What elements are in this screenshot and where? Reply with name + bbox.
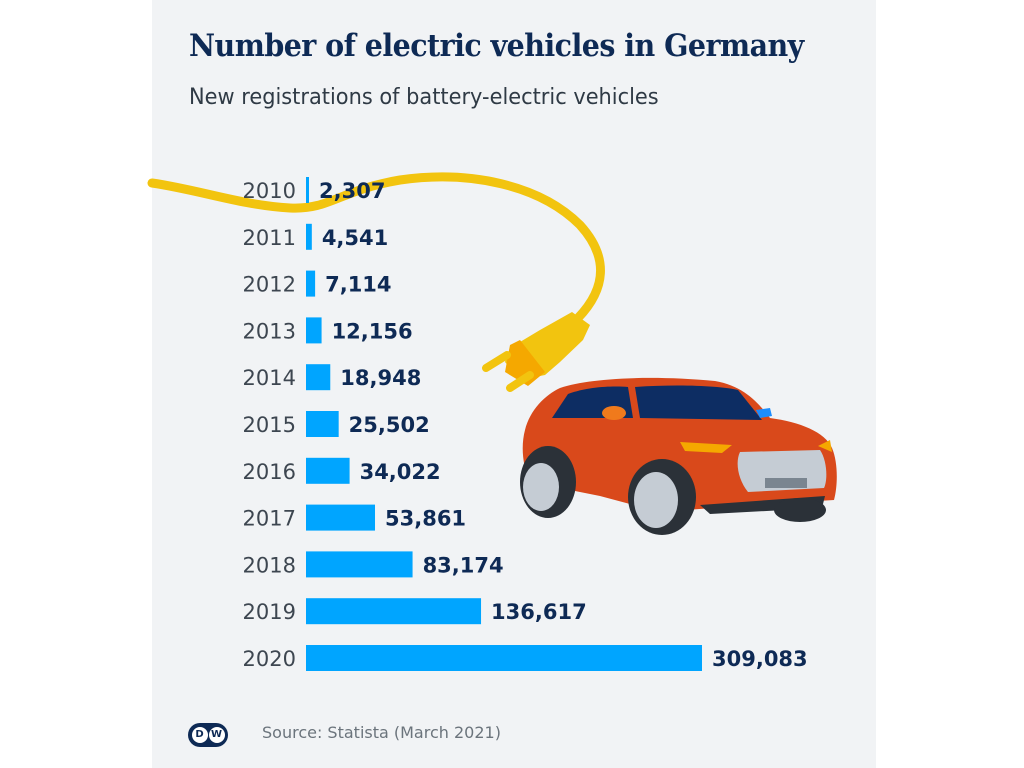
rear-wheel	[523, 463, 559, 511]
value-label: 2,307	[319, 179, 385, 203]
year-label: 2011	[243, 226, 296, 250]
value-label: 25,502	[349, 413, 430, 437]
headlight-right	[818, 440, 832, 452]
bar-2011	[306, 223, 312, 250]
bar-2015	[306, 411, 339, 437]
bar-2020	[306, 645, 702, 671]
year-label: 2017	[243, 507, 296, 531]
value-label: 34,022	[360, 460, 441, 484]
year-label: 2016	[243, 460, 296, 484]
chart-subtitle: New registrations of battery-electric ve…	[189, 85, 659, 110]
chart-title: Number of electric vehicles in Germany	[189, 28, 804, 64]
value-label: 4,541	[322, 226, 388, 250]
bars-group: 2010 2,307 2011 4,541 2012 7,114 2013 12,156 201…	[243, 177, 808, 671]
value-label: 53,861	[385, 507, 466, 531]
year-label: 2019	[243, 600, 296, 624]
license-plate	[765, 478, 807, 488]
dw-logo: D W	[188, 723, 228, 747]
year-label: 2018	[243, 553, 296, 577]
year-label: 2014	[243, 366, 296, 390]
headlight	[680, 442, 732, 453]
bar-2018	[306, 551, 413, 578]
cable-icon	[147, 172, 605, 323]
car-window-front	[635, 385, 762, 420]
bar-2019	[306, 598, 482, 625]
bar-2017	[306, 504, 376, 531]
bar-2013	[306, 317, 322, 344]
front-right-wheel	[774, 498, 826, 522]
front-wheel	[634, 472, 678, 528]
side-mirror	[602, 406, 626, 420]
bar-2012	[306, 270, 316, 297]
year-label: 2010	[243, 179, 296, 203]
year-label: 2012	[243, 273, 296, 297]
value-label: 309,083	[712, 647, 808, 671]
bar-2016	[306, 457, 350, 484]
value-label: 83,174	[423, 553, 504, 577]
car-illustration	[520, 377, 837, 535]
year-label: 2020	[243, 647, 296, 671]
year-label: 2015	[243, 413, 296, 437]
mirror-blue	[756, 408, 772, 418]
plug-icon	[482, 312, 590, 392]
year-label: 2013	[243, 319, 296, 343]
logo-letter-w: W	[208, 727, 225, 743]
logo-letter-d: D	[191, 727, 208, 743]
value-label: 7,114	[325, 273, 391, 297]
source-note: Source: Statista (March 2021)	[262, 723, 501, 742]
bar-2014	[306, 364, 331, 391]
value-label: 136,617	[491, 600, 587, 624]
value-label: 18,948	[340, 366, 421, 390]
bar-2010	[306, 177, 309, 203]
value-label: 12,156	[332, 319, 413, 343]
charging-cable-illustration	[147, 172, 605, 392]
